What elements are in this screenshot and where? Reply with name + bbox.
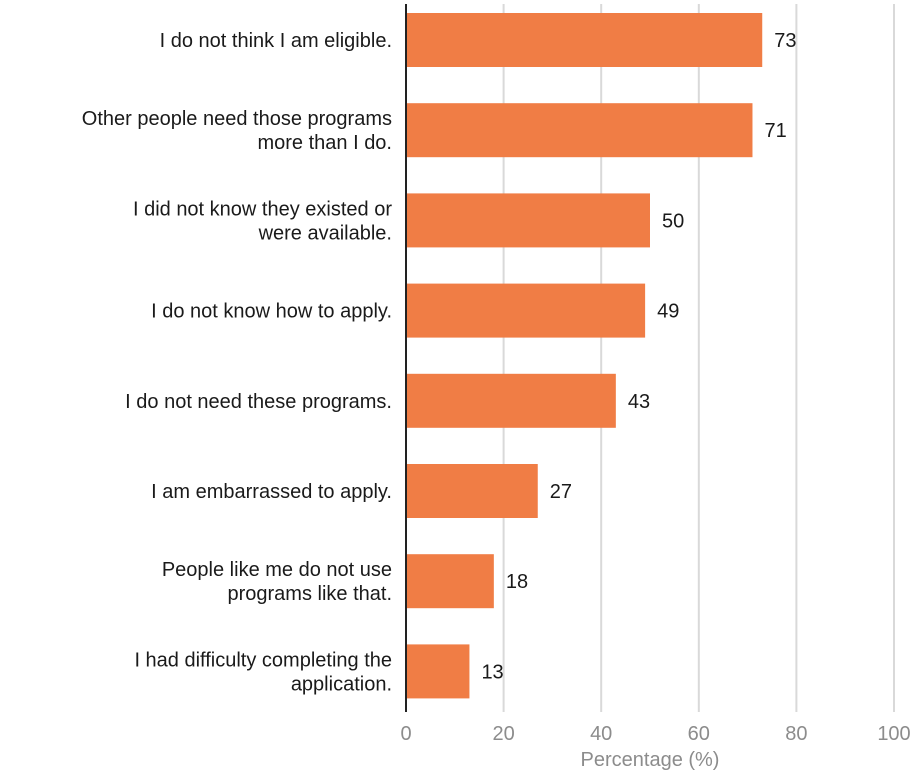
value-labels: 73 71 50 49 43 27 18 13 [481, 30, 796, 683]
value-label-7: 18 [506, 571, 528, 593]
bar-2 [406, 103, 753, 158]
value-label-4: 49 [657, 301, 679, 323]
category-label-7: People like me do not use programs like t… [162, 559, 392, 605]
category-label-1: I do not think I am eligible. [160, 30, 392, 52]
x-tick-labels: 0 20 40 60 80 100 [400, 723, 910, 745]
x-tick-label-20: 20 [492, 723, 514, 745]
category-label-2: Other people need those programs more tha… [82, 108, 392, 154]
x-axis-title: Percentage (%) [581, 749, 720, 771]
value-label-3: 50 [662, 210, 684, 232]
x-tick-label-60: 60 [688, 723, 710, 745]
bar-8 [406, 644, 470, 699]
value-label-8: 13 [481, 661, 503, 683]
value-label-6: 27 [550, 481, 572, 503]
bar-4 [406, 283, 646, 338]
value-label-5: 43 [628, 391, 650, 413]
category-label-6: I am embarrassed to apply. [151, 481, 392, 503]
category-label-3: I did not know they existed or were avail… [133, 198, 392, 244]
bar-3 [406, 193, 650, 248]
category-labels: I do not think I am eligible. Other peopl… [82, 30, 393, 695]
x-tick-label-40: 40 [590, 723, 612, 745]
category-label-8: I had difficulty completing the applicati… [134, 649, 392, 695]
value-label-2: 71 [764, 120, 786, 142]
x-tick-label-0: 0 [400, 723, 411, 745]
bar-7 [406, 554, 494, 609]
x-tick-label-80: 80 [785, 723, 807, 745]
bar-5 [406, 373, 616, 428]
bar-6 [406, 464, 538, 518]
value-label-1: 73 [774, 30, 796, 52]
category-label-4: I do not know how to apply. [151, 301, 392, 323]
category-label-5: I do not need these programs. [125, 391, 392, 413]
bar-1 [406, 13, 763, 67]
x-tick-label-100: 100 [877, 723, 910, 745]
bars [406, 13, 763, 699]
